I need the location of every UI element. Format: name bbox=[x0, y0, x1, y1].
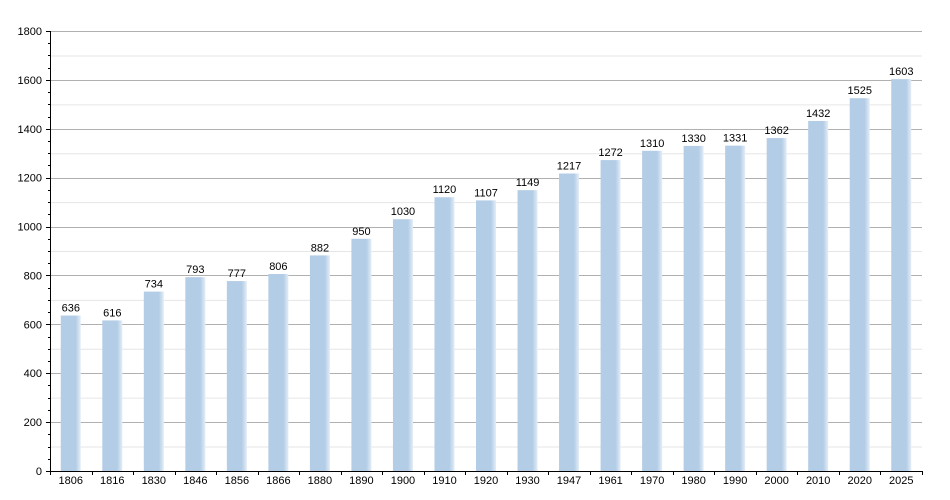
bar bbox=[808, 120, 829, 471]
y-tick-labels: 0 200 400 600 800 1000 1200 1400 1600 1800 bbox=[18, 26, 42, 478]
bar bbox=[725, 145, 746, 471]
bar bbox=[268, 273, 289, 471]
y-tick-label: 1400 bbox=[18, 124, 42, 136]
bar bbox=[60, 315, 81, 471]
axes bbox=[46, 31, 923, 475]
x-tick-label: 1980 bbox=[681, 475, 705, 487]
data-label: 1362 bbox=[764, 125, 788, 137]
data-label: 950 bbox=[352, 226, 370, 238]
bar bbox=[766, 138, 787, 472]
x-tick-label: 1890 bbox=[349, 475, 373, 487]
data-label: 806 bbox=[269, 261, 287, 273]
bar bbox=[351, 238, 372, 471]
x-tick-label: 1830 bbox=[142, 475, 166, 487]
bar bbox=[143, 291, 164, 471]
bar bbox=[309, 255, 330, 471]
x-tick-label: 1920 bbox=[474, 475, 498, 487]
y-tick-label: 200 bbox=[24, 417, 42, 429]
bar bbox=[559, 173, 580, 471]
data-labels: 636 616 734 793 777 806 882 950 1030 1120 1107 1149… bbox=[62, 66, 914, 319]
x-tick-label: 1961 bbox=[598, 475, 622, 487]
data-label: 1030 bbox=[391, 206, 415, 218]
data-label: 1310 bbox=[640, 138, 664, 150]
y-tick-label: 600 bbox=[24, 319, 42, 331]
bar bbox=[891, 79, 912, 472]
data-label: 1217 bbox=[557, 161, 581, 173]
bar bbox=[600, 160, 621, 472]
bar bbox=[392, 219, 413, 471]
x-tick-label: 2025 bbox=[889, 475, 913, 487]
data-label: 616 bbox=[103, 307, 121, 319]
data-label: 1120 bbox=[433, 184, 457, 196]
x-tick-label: 1856 bbox=[225, 475, 249, 487]
x-tick-label: 1866 bbox=[266, 475, 290, 487]
x-tick-label: 2020 bbox=[847, 475, 871, 487]
x-tick-label: 1970 bbox=[640, 475, 664, 487]
data-label: 1331 bbox=[723, 133, 747, 145]
y-tick-label: 1000 bbox=[18, 222, 42, 234]
y-tick-label: 800 bbox=[24, 270, 42, 282]
bar bbox=[185, 277, 206, 471]
x-tick-label: 1990 bbox=[723, 475, 747, 487]
x-tick-label: 1880 bbox=[308, 475, 332, 487]
y-tick-label: 0 bbox=[36, 466, 42, 478]
data-label: 793 bbox=[186, 264, 204, 276]
bar bbox=[226, 281, 247, 471]
y-tick-label: 400 bbox=[24, 368, 42, 380]
y-tick-label: 1800 bbox=[18, 26, 42, 38]
data-label: 777 bbox=[228, 268, 246, 280]
bar bbox=[434, 197, 455, 471]
x-tick-labels: 1806 1816 1830 1846 1856 1866 1880 1890 1900 1910… bbox=[59, 475, 914, 487]
bar bbox=[476, 200, 496, 471]
data-label: 1330 bbox=[681, 133, 705, 145]
data-label: 882 bbox=[311, 242, 329, 254]
data-label: 1149 bbox=[516, 177, 540, 189]
x-tick-label: 1846 bbox=[183, 475, 207, 487]
x-tick-label: 1900 bbox=[391, 475, 415, 487]
bars bbox=[60, 79, 912, 472]
x-tick-label: 2000 bbox=[764, 475, 788, 487]
x-tick-label: 1910 bbox=[432, 475, 456, 487]
x-tick-label: 1947 bbox=[557, 475, 581, 487]
data-label: 1603 bbox=[889, 66, 913, 78]
x-tick-label: 1806 bbox=[59, 475, 83, 487]
data-label: 1272 bbox=[598, 147, 622, 159]
bar bbox=[683, 145, 704, 471]
y-tick-label: 1600 bbox=[18, 75, 42, 87]
bar bbox=[517, 190, 538, 471]
data-label: 636 bbox=[62, 303, 80, 315]
data-label: 734 bbox=[145, 279, 163, 291]
bar bbox=[642, 150, 663, 471]
data-label: 1525 bbox=[847, 85, 871, 97]
x-tick-label: 1930 bbox=[515, 475, 539, 487]
y-tick-label: 1200 bbox=[18, 173, 42, 185]
x-tick-label: 2010 bbox=[806, 475, 830, 487]
x-tick-label: 1816 bbox=[100, 475, 124, 487]
data-label: 1432 bbox=[806, 108, 830, 120]
data-label: 1107 bbox=[474, 187, 498, 199]
bar bbox=[849, 98, 870, 471]
bar bbox=[102, 320, 123, 471]
